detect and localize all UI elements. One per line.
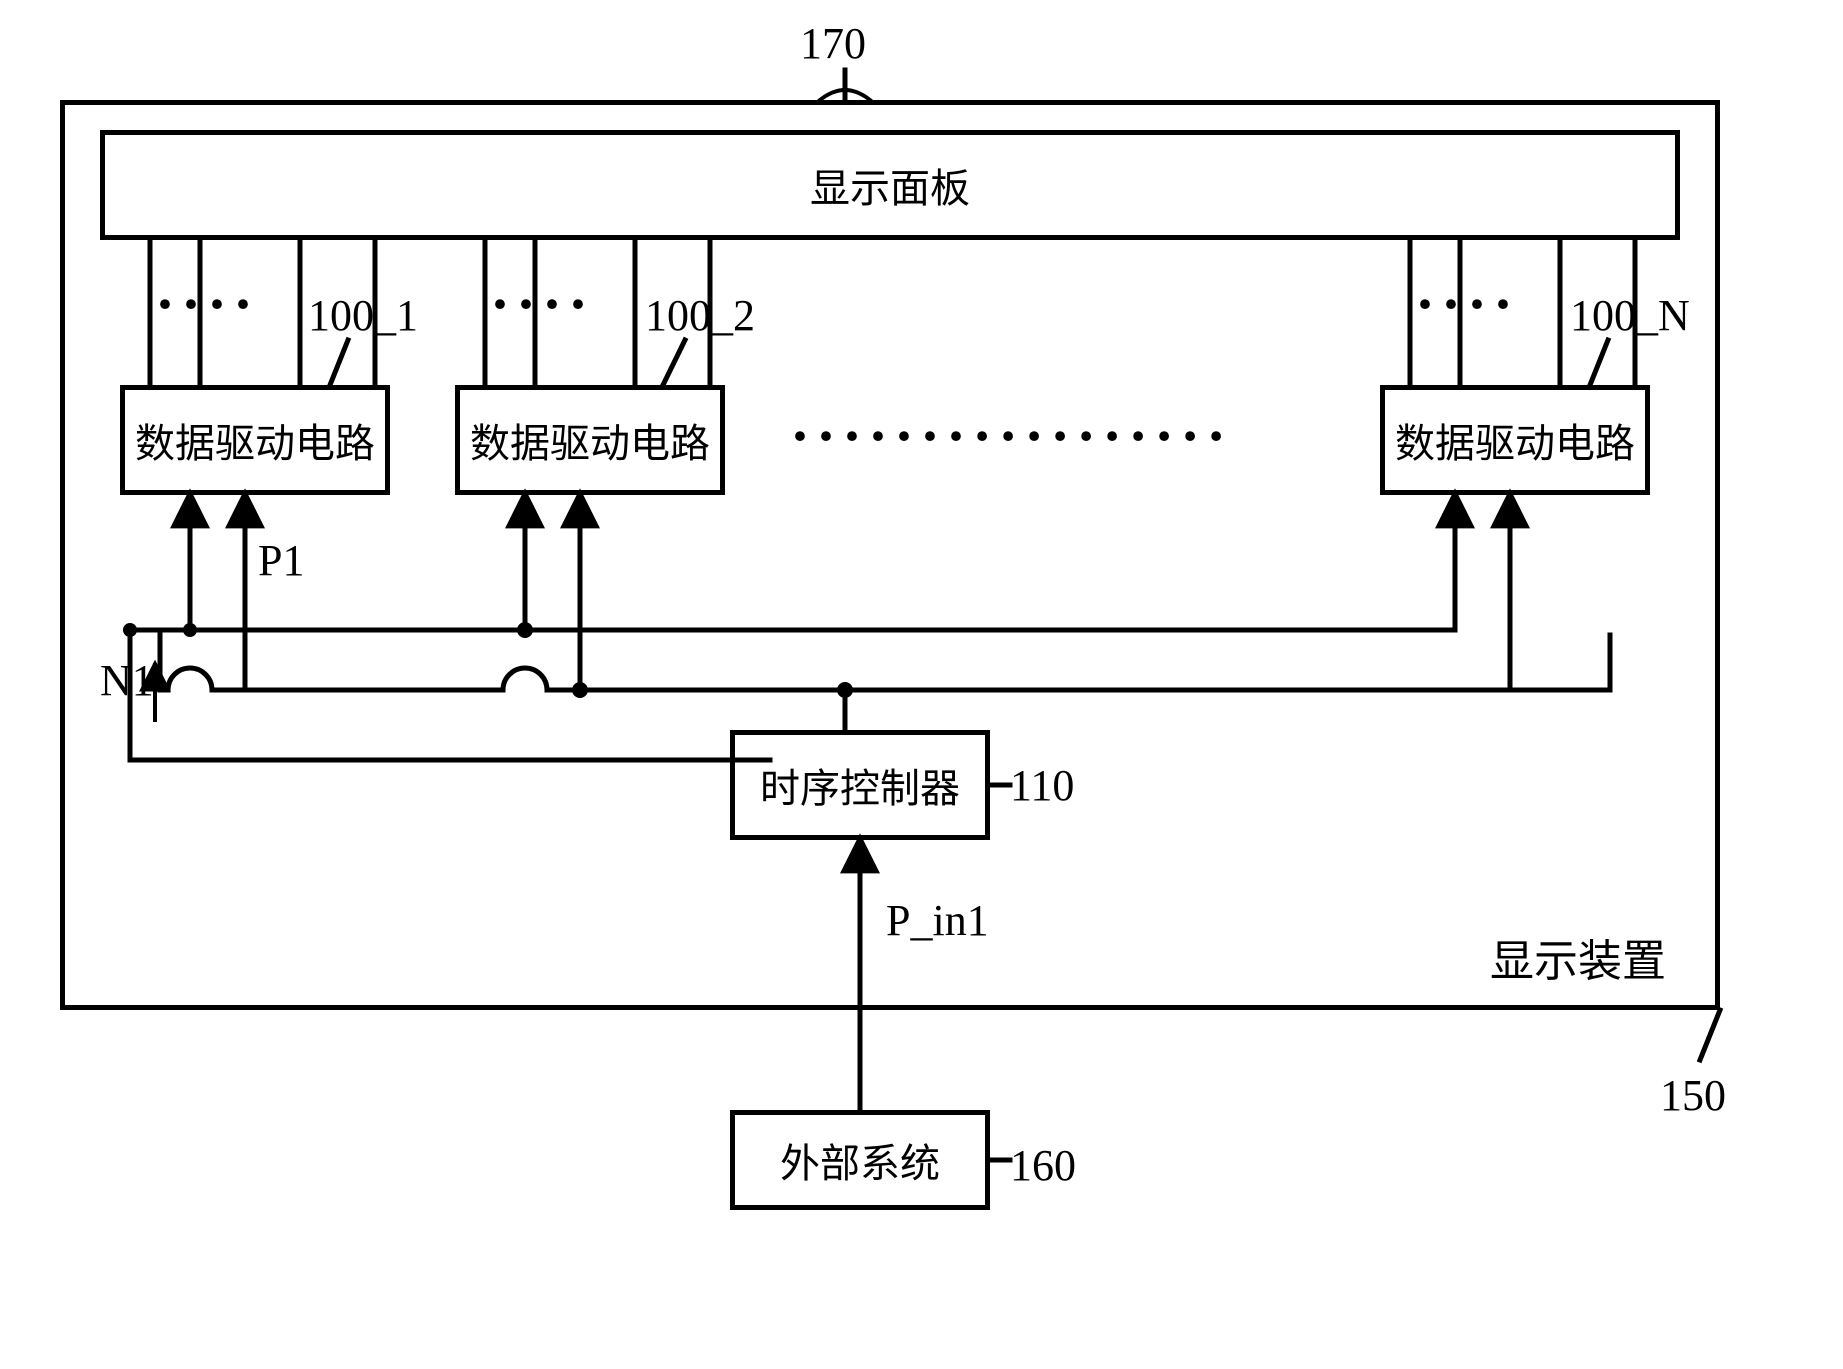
- label-driver-2: 数据驱动电路: [470, 411, 710, 469]
- ref-170: 170: [800, 18, 866, 69]
- dots-driver-ellipsis: ·················: [790, 402, 1232, 471]
- label-driver-n: 数据驱动电路: [1395, 411, 1635, 469]
- ref-n1: N1: [100, 655, 154, 706]
- block-driver-1: 数据驱动电路: [120, 385, 390, 495]
- label-display-device: 显示装置: [1490, 925, 1666, 989]
- label-display-panel: 显示面板: [810, 156, 970, 214]
- label-external-system: 外部系统: [780, 1131, 940, 1189]
- ref-100-n: 100_N: [1570, 290, 1690, 341]
- block-driver-2: 数据驱动电路: [455, 385, 725, 495]
- diagram-stage: 显示面板 数据驱动电路 数据驱动电路 数据驱动电路 时序控制器 外部系统 ···…: [0, 0, 1843, 1369]
- ref-p-in1: P_in1: [886, 895, 989, 946]
- dots-group-2: ····: [490, 270, 594, 339]
- ref-150: 150: [1660, 1070, 1726, 1121]
- block-display-panel: 显示面板: [100, 130, 1680, 240]
- block-driver-n: 数据驱动电路: [1380, 385, 1650, 495]
- ref-100-2: 100_2: [645, 290, 755, 341]
- dots-group-1: ····: [155, 270, 259, 339]
- ref-160: 160: [1010, 1140, 1076, 1191]
- ref-p1: P1: [258, 535, 304, 586]
- ref-100-1: 100_1: [308, 290, 418, 341]
- block-timing-controller: 时序控制器: [730, 730, 990, 840]
- ref-110: 110: [1010, 760, 1074, 811]
- label-timing-controller: 时序控制器: [760, 756, 960, 814]
- label-driver-1: 数据驱动电路: [135, 411, 375, 469]
- block-external-system: 外部系统: [730, 1110, 990, 1210]
- dots-group-3: ····: [1415, 270, 1519, 339]
